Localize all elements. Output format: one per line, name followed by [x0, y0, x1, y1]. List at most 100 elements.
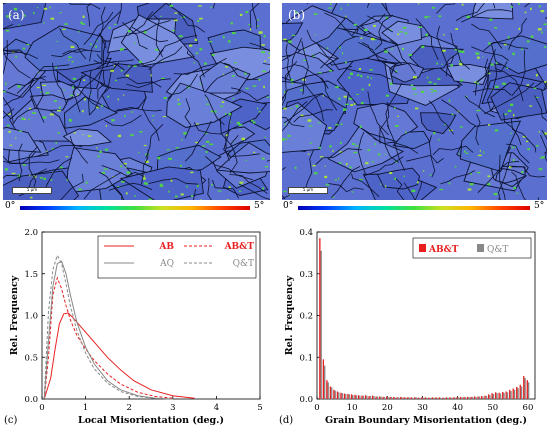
misorientation-speck: [454, 166, 457, 168]
misorientation-speck: [538, 168, 543, 171]
misorientation-speck: [82, 15, 85, 18]
grain-boundary: [378, 126, 400, 163]
bar-AB&T: [509, 389, 511, 399]
legend-entry: Q&T: [233, 259, 254, 269]
misorientation-speck: [345, 61, 347, 64]
bar-AB&T: [322, 359, 325, 399]
misorientation-speck: [124, 114, 126, 117]
bar-Q&T: [433, 397, 435, 399]
misorientation-speck: [72, 86, 74, 89]
misorientation-speck: [533, 87, 537, 89]
misorientation-speck: [264, 60, 266, 62]
bar-Q&T: [369, 396, 372, 399]
misorientation-speck: [537, 28, 542, 31]
misorientation-speck: [433, 132, 436, 135]
misorientation-speck: [138, 60, 142, 64]
misorientation-speck: [169, 4, 174, 7]
misorientation-speck: [43, 177, 46, 180]
misorientation-speck: [340, 123, 343, 125]
misorientation-speck: [263, 85, 265, 89]
misorientation-speck: [295, 105, 299, 108]
misorientation-speck: [474, 81, 478, 83]
misorientation-speck: [330, 3, 332, 6]
grain-boundary: [499, 154, 506, 200]
misorientation-speck: [356, 74, 360, 76]
grain-boundary: [414, 180, 423, 200]
bar-Q&T: [383, 396, 386, 399]
misorientation-speck: [335, 124, 339, 126]
misorientation-speck: [113, 64, 115, 67]
misorientation-speck: [512, 159, 515, 162]
misorientation-speck: [205, 151, 208, 153]
misorientation-speck: [105, 125, 107, 127]
misorientation-speck: [415, 107, 419, 110]
grain-boundary: [67, 84, 101, 108]
misorientation-speck: [177, 98, 179, 101]
grain-boundary: [89, 72, 112, 116]
grain-boundary: [498, 152, 512, 200]
misorientation-speck: [530, 7, 532, 10]
grain-boundary: [320, 36, 357, 69]
bar-AB&T: [421, 397, 423, 399]
colorbar-a-max-label: 5°: [254, 201, 265, 211]
grain-boundary: [478, 58, 489, 109]
grain-boundary: [223, 111, 233, 161]
misorientation-speck: [258, 111, 262, 113]
misorientation-speck: [6, 15, 9, 18]
misorientation-speck: [403, 175, 406, 177]
misorientation-speck: [329, 70, 333, 72]
misorientation-speck: [461, 50, 465, 53]
series-line-Q&T: [43, 254, 173, 400]
misorientation-speck: [479, 149, 481, 152]
grain-boundary: [306, 29, 338, 60]
misorientation-speck: [342, 52, 344, 55]
misorientation-speck: [195, 52, 199, 55]
bar-Q&T: [482, 396, 484, 399]
misorientation-speck: [439, 188, 444, 191]
misorientation-speck: [506, 67, 509, 69]
kam-map-a: [3, 3, 270, 200]
misorientation-speck: [257, 18, 259, 21]
misorientation-speck: [451, 113, 454, 116]
misorientation-speck: [73, 132, 76, 134]
misorientation-speck: [488, 72, 491, 75]
bar-Q&T: [461, 397, 463, 399]
misorientation-speck: [123, 94, 125, 96]
misorientation-speck: [230, 22, 233, 25]
panel-label-b: (b): [288, 8, 306, 22]
misorientation-speck: [283, 107, 287, 110]
misorientation-speck: [82, 23, 85, 25]
grain-boundary: [293, 109, 334, 123]
misorientation-speck: [527, 148, 530, 151]
grain-boundary: [204, 94, 225, 126]
grain-boundary: [367, 15, 394, 33]
misorientation-speck: [252, 121, 256, 124]
bar-Q&T: [418, 397, 421, 399]
grain-boundary: [282, 101, 308, 132]
misorientation-speck: [367, 75, 369, 78]
misorientation-speck: [108, 27, 111, 29]
bar-AB&T: [445, 397, 448, 399]
grain-boundary: [472, 88, 512, 96]
grain-boundary: [508, 17, 528, 50]
misorientation-speck: [70, 45, 75, 48]
misorientation-speck: [21, 117, 24, 120]
misorientation-speck: [199, 199, 202, 200]
grain-boundary: [141, 149, 149, 185]
grain-boundary: [428, 135, 436, 178]
misorientation-speck: [448, 182, 451, 185]
x-tick-label: 0: [39, 403, 44, 413]
misorientation-speck: [90, 43, 92, 46]
bar-Q&T: [513, 389, 516, 399]
misorientation-speck: [264, 136, 266, 138]
grain-boundary: [373, 59, 406, 64]
misorientation-speck: [187, 86, 190, 89]
grain-boundary: [534, 95, 547, 122]
y-tick-label: 0.3: [299, 270, 313, 280]
misorientation-speck: [359, 178, 363, 181]
misorientation-speck: [95, 45, 97, 48]
misorientation-speck: [538, 5, 541, 8]
misorientation-speck: [319, 156, 324, 158]
bar-Q&T: [404, 397, 407, 399]
misorientation-speck: [172, 29, 175, 32]
